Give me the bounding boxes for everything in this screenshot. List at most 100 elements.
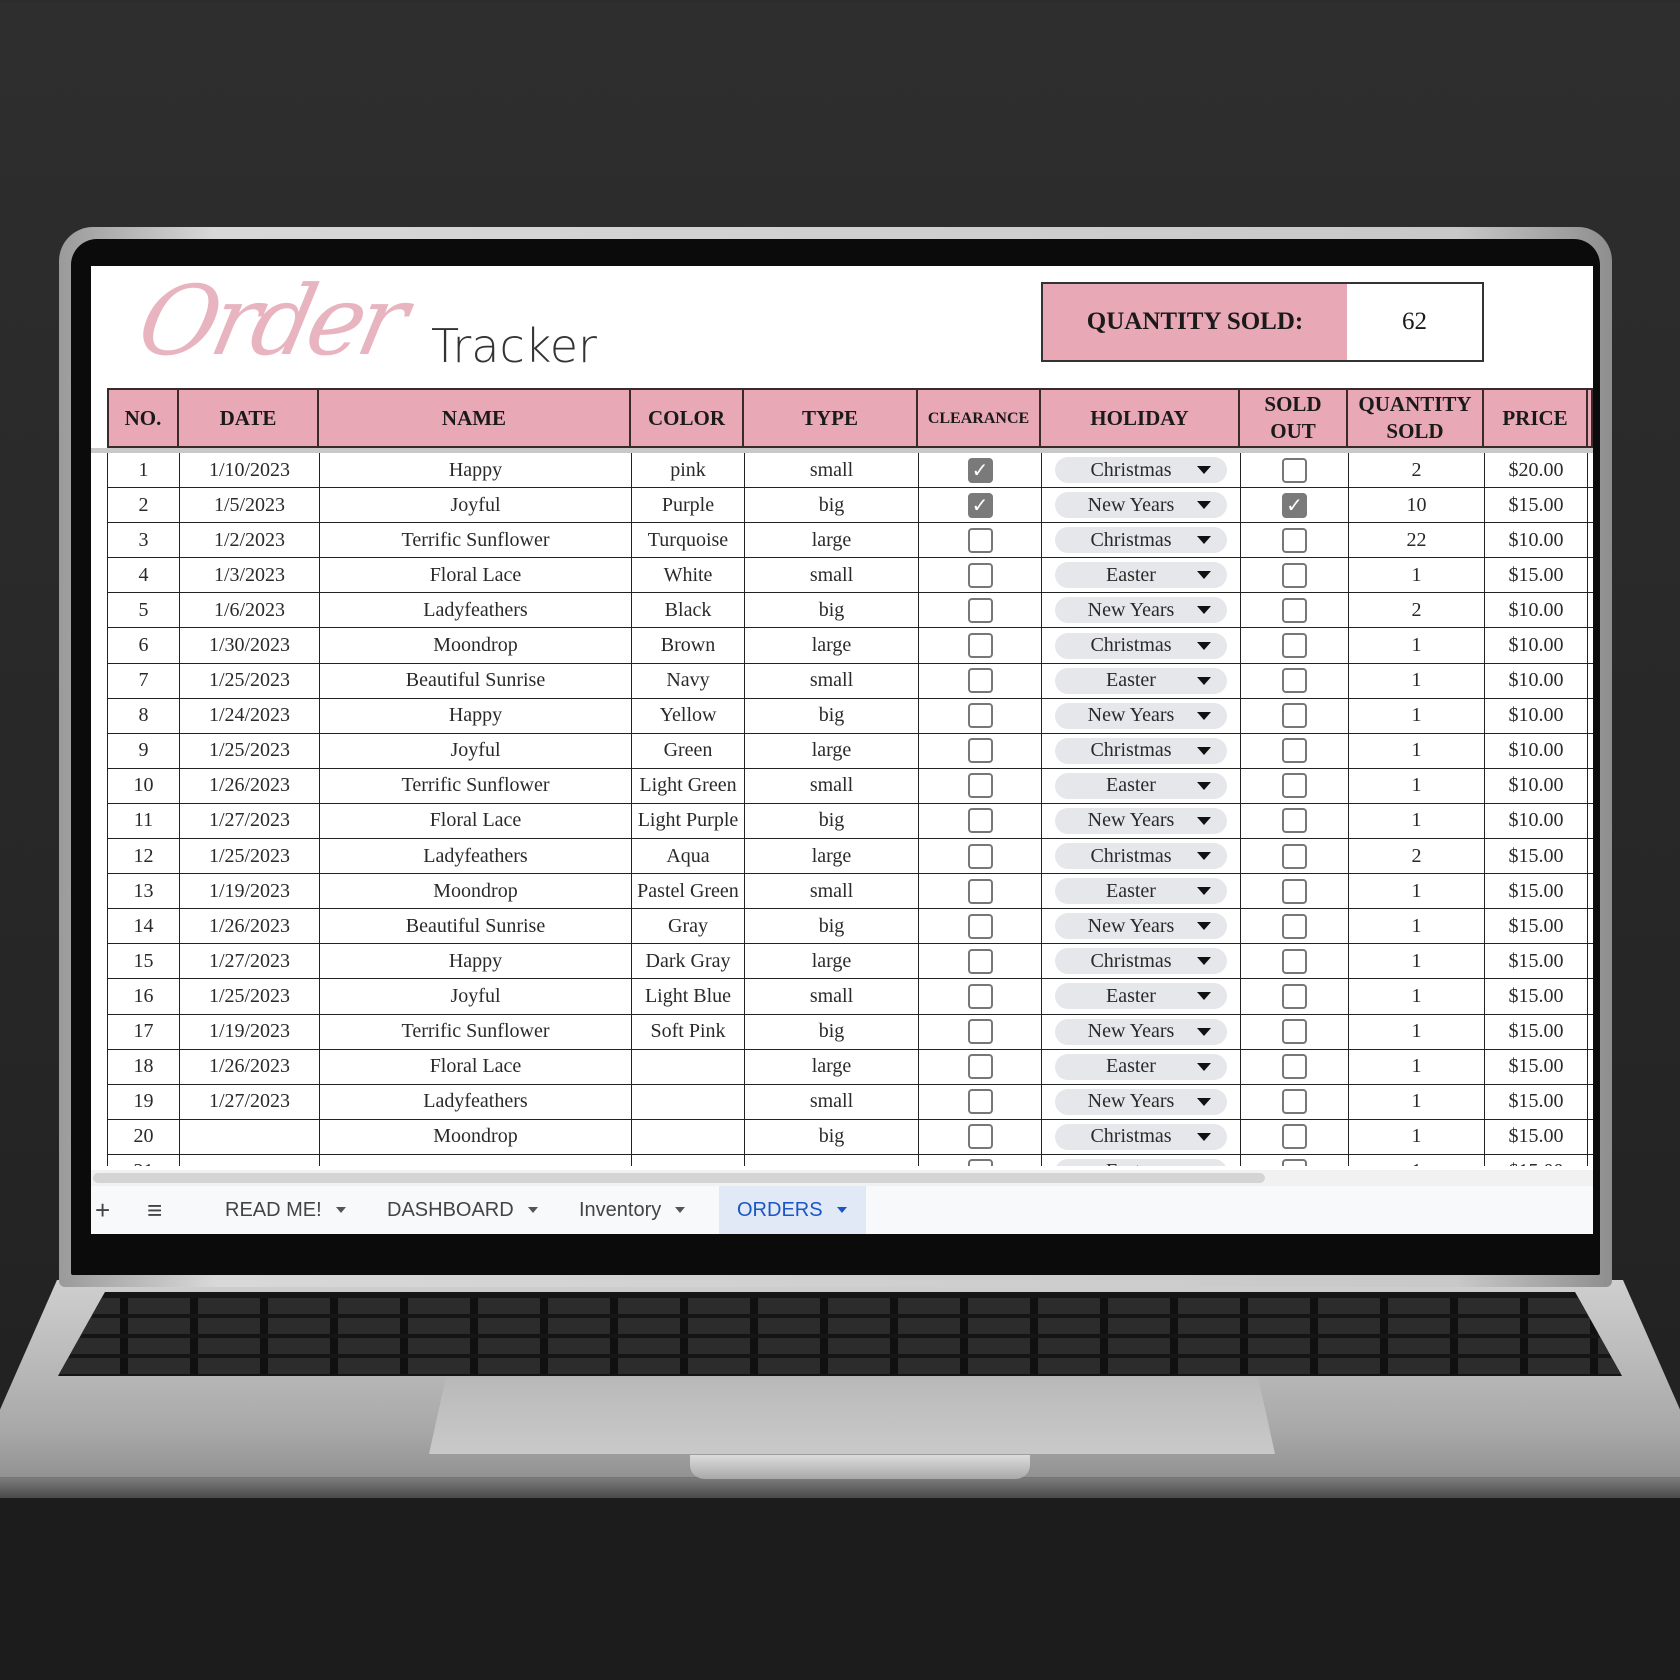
cell-name[interactable]: Beautiful Sunrise	[319, 663, 631, 698]
cell-sold-out[interactable]	[1240, 768, 1348, 803]
holiday-dropdown[interactable]: Christmas	[1055, 457, 1227, 484]
column-header-name[interactable]: NAME	[319, 390, 631, 446]
dropdown-arrow-icon[interactable]	[1197, 957, 1211, 966]
cell-clearance[interactable]	[918, 874, 1041, 909]
cell-clearance[interactable]: ✓	[918, 453, 1041, 488]
sold-out-checkbox[interactable]	[1282, 878, 1307, 904]
cell-holiday[interactable]: Christmas	[1041, 628, 1240, 663]
cell-price[interactable]: $10.00	[1484, 733, 1588, 768]
cell-clearance[interactable]	[918, 523, 1041, 558]
cell-date[interactable]: 1/5/2023	[179, 488, 319, 523]
horizontal-scrollbar[interactable]	[91, 1170, 1593, 1186]
cell-sold-out[interactable]	[1240, 698, 1348, 733]
cell-clearance[interactable]	[918, 768, 1041, 803]
cell-holiday[interactable]: Christmas	[1041, 453, 1240, 488]
cell-qty[interactable]: 1	[1348, 698, 1484, 733]
cell-price[interactable]: $15.00	[1484, 979, 1588, 1014]
cell-type[interactable]: big	[744, 698, 918, 733]
cell-color[interactable]: Gray	[631, 909, 744, 944]
add-sheet-icon[interactable]: +	[95, 1194, 111, 1225]
cell-no[interactable]: 19	[107, 1084, 179, 1119]
cell-qty[interactable]: 22	[1348, 523, 1484, 558]
dropdown-arrow-icon[interactable]	[1197, 676, 1211, 685]
cell-clearance[interactable]	[918, 979, 1041, 1014]
cell-sold-out[interactable]	[1240, 523, 1348, 558]
cell-name[interactable]: Beautiful Sunrise	[319, 909, 631, 944]
cell-name[interactable]: Joyful	[319, 979, 631, 1014]
clearance-checkbox[interactable]	[967, 738, 993, 764]
cell-qty[interactable]: 1	[1348, 944, 1484, 979]
cell-price[interactable]: $15.00	[1484, 839, 1588, 874]
cell-no[interactable]: 10	[107, 768, 179, 803]
cell-sold-out[interactable]	[1240, 803, 1348, 839]
dropdown-arrow-icon[interactable]	[1197, 922, 1211, 931]
clearance-checkbox[interactable]	[967, 1019, 993, 1045]
cell-name[interactable]: Ladyfeathers	[319, 593, 631, 628]
cell-clearance[interactable]	[918, 733, 1041, 768]
tab-dropdown-icon[interactable]	[836, 1207, 847, 1213]
cell-holiday[interactable]: Christmas	[1041, 839, 1240, 874]
cell-date[interactable]: 1/19/2023	[179, 874, 319, 909]
cell-clearance[interactable]	[918, 558, 1041, 593]
cell-clearance[interactable]	[918, 909, 1041, 944]
column-header-sold-out[interactable]: SOLD OUT	[1240, 390, 1348, 446]
sold-out-checkbox[interactable]	[1282, 1054, 1307, 1080]
column-header-type[interactable]: TYPE	[744, 390, 918, 446]
cell-date[interactable]: 1/3/2023	[179, 558, 319, 593]
cell-qty[interactable]: 1	[1348, 1119, 1484, 1154]
dropdown-arrow-icon[interactable]	[1197, 501, 1211, 510]
cell-type[interactable]: big	[744, 909, 918, 944]
cell-no[interactable]: 17	[107, 1014, 179, 1049]
cell-sold-out[interactable]: ✓	[1240, 488, 1348, 523]
cell-color[interactable]: Pastel Green	[631, 874, 744, 909]
column-header-holiday[interactable]: HOLIDAY	[1041, 390, 1240, 446]
cell-no[interactable]: 11	[107, 803, 179, 839]
column-header-price[interactable]: PRICE	[1484, 390, 1588, 446]
sold-out-checkbox[interactable]	[1282, 1124, 1307, 1150]
cell-no[interactable]: 1	[107, 453, 179, 488]
cell-type[interactable]: big	[744, 593, 918, 628]
cell-qty[interactable]: 10	[1348, 488, 1484, 523]
scrollbar-thumb[interactable]	[93, 1173, 1265, 1183]
clearance-checkbox[interactable]	[967, 983, 993, 1009]
sold-out-checkbox[interactable]	[1282, 1019, 1307, 1045]
holiday-dropdown[interactable]: New Years	[1055, 1018, 1227, 1045]
cell-color[interactable]: Light Blue	[631, 979, 744, 1014]
cell-type[interactable]: large	[744, 628, 918, 663]
cell-clearance[interactable]	[918, 1119, 1041, 1154]
column-header-no[interactable]: NO.	[109, 390, 179, 446]
cell-price[interactable]: $15.00	[1484, 1154, 1588, 1166]
clearance-checkbox[interactable]	[967, 527, 993, 553]
cell-price[interactable]: $15.00	[1484, 1084, 1588, 1119]
tab-dropdown-icon[interactable]	[527, 1207, 538, 1213]
sold-out-checkbox[interactable]: ✓	[1282, 492, 1307, 518]
dropdown-arrow-icon[interactable]	[1197, 781, 1211, 790]
tab-dropdown-icon[interactable]	[335, 1207, 346, 1213]
cell-color[interactable]: Green	[631, 733, 744, 768]
cell-name[interactable]: Happy	[319, 944, 631, 979]
cell-price[interactable]: $15.00	[1484, 1014, 1588, 1049]
clearance-checkbox[interactable]	[967, 878, 993, 904]
holiday-dropdown[interactable]: New Years	[1055, 913, 1227, 940]
cell-sold-out[interactable]	[1240, 839, 1348, 874]
cell-date[interactable]: 1/30/2023	[179, 628, 319, 663]
cell-type[interactable]	[744, 1154, 918, 1166]
cell-date[interactable]: 1/6/2023	[179, 593, 319, 628]
cell-name[interactable]: Joyful	[319, 733, 631, 768]
holiday-dropdown[interactable]: New Years	[1055, 1088, 1227, 1115]
cell-sold-out[interactable]	[1240, 1154, 1348, 1166]
holiday-dropdown[interactable]: Christmas	[1055, 1123, 1227, 1150]
cell-type[interactable]: small	[744, 979, 918, 1014]
cell-price[interactable]: $10.00	[1484, 698, 1588, 733]
cell-name[interactable]: Moondrop	[319, 628, 631, 663]
cell-color[interactable]	[631, 1084, 744, 1119]
cell-price[interactable]: $10.00	[1484, 593, 1588, 628]
cell-color[interactable]: Purple	[631, 488, 744, 523]
cell-color[interactable]	[631, 1119, 744, 1154]
cell-clearance[interactable]	[918, 698, 1041, 733]
cell-clearance[interactable]	[918, 944, 1041, 979]
cell-no[interactable]: 14	[107, 909, 179, 944]
cell-name[interactable]	[319, 1154, 631, 1166]
dropdown-arrow-icon[interactable]	[1197, 1097, 1211, 1106]
cell-price[interactable]: $15.00	[1484, 1049, 1588, 1084]
